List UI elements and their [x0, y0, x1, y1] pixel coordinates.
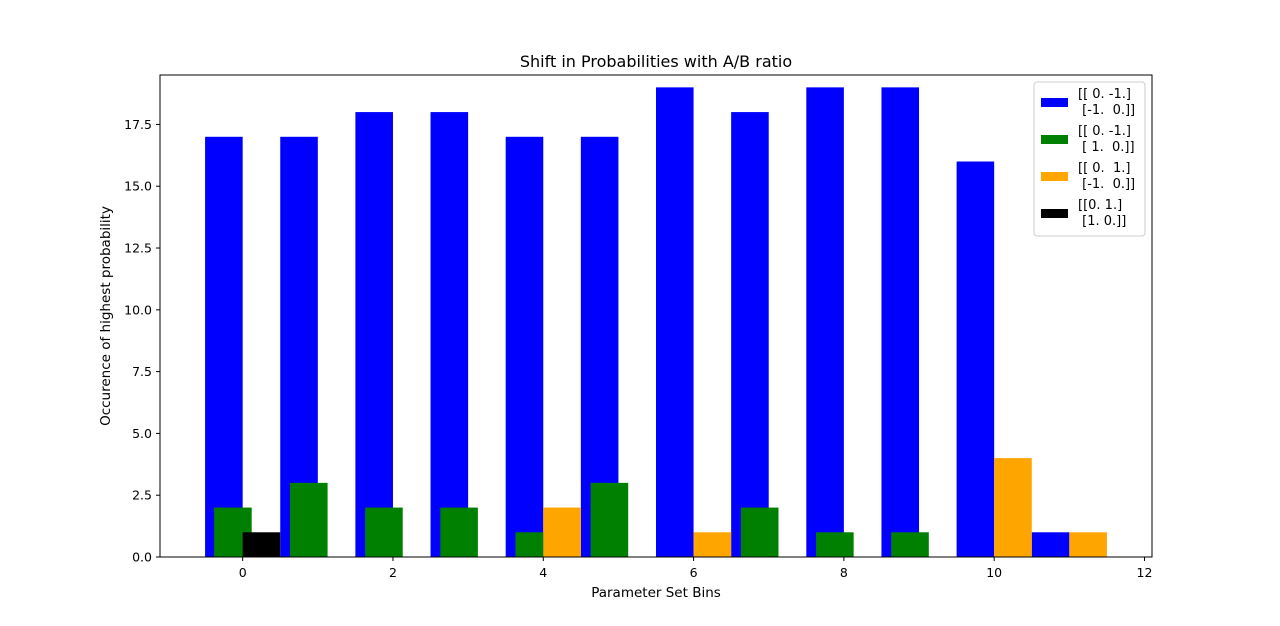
legend-label-1-1: [ 1. 0.]] [1078, 140, 1135, 155]
y-tick-label-3: 7.5 [132, 364, 152, 379]
legend-label-3-1: [1. 0.]] [1078, 214, 1126, 229]
plot-frame [159, 74, 1153, 558]
bar-series-1-7 [816, 532, 854, 557]
y-tick-label-4: 10.0 [124, 302, 152, 317]
bar-series-3-0 [242, 532, 281, 557]
legend-label-3-0: [[0. 1.] [1078, 198, 1122, 213]
y-tick-label-6: 15.0 [124, 179, 152, 194]
bar-series-2-2 [994, 458, 1032, 557]
y-axis-label: Occurence of highest probability [98, 206, 114, 426]
bar-series-0-0 [205, 136, 243, 558]
legend: [[ 0. -1.] [-1. 0.]][[ 0. -1.] [ 1. 0.]]… [1033, 81, 1146, 237]
bar-series-0-8 [806, 87, 844, 557]
bar-series-0-2 [355, 112, 393, 558]
chart-title: Shift in Probabilities with A/B ratio [520, 52, 792, 71]
x-tick-label-2: 4 [539, 565, 547, 580]
y-tick-label-2: 5.0 [132, 426, 152, 441]
bar-series-0-7 [731, 112, 769, 558]
bar-series-0-6 [656, 87, 694, 557]
legend-swatch-3 [1041, 209, 1068, 218]
legend-label-0-1: [-1. 0.]] [1078, 103, 1135, 118]
bar-series-1-2 [365, 507, 403, 557]
x-tick-label-5: 10 [986, 565, 1002, 580]
legend-swatch-0 [1041, 98, 1068, 107]
x-axis-label: Parameter Set Bins [591, 585, 721, 601]
bar-series-1-6 [740, 507, 779, 557]
legend-box [1033, 81, 1146, 237]
y-tick-label-7: 17.5 [124, 117, 152, 132]
legend-label-2-0: [[ 0. 1.] [1078, 161, 1130, 176]
bar-series-0-10 [956, 161, 995, 557]
bar-series-2-1 [693, 532, 732, 557]
x-axis: 0 2 4 6 8 10 12 [239, 557, 1153, 580]
bar-series-1-1 [290, 482, 328, 557]
x-tick-label-6: 12 [1137, 565, 1153, 580]
bars-layer [205, 87, 1107, 558]
y-tick-label-5: 12.5 [124, 241, 152, 256]
bar-series-2-0 [543, 507, 581, 557]
y-tick-label-1: 2.5 [132, 488, 152, 503]
bar-series-0-3 [430, 112, 469, 558]
y-tick-label-0: 0.0 [132, 550, 152, 565]
bar-series-2-3 [1069, 532, 1107, 557]
bar-series-0-9 [881, 87, 920, 557]
bar-series-0-11 [1031, 532, 1070, 557]
bar-series-0-4 [505, 136, 544, 558]
legend-label-2-1: [-1. 0.]] [1078, 177, 1135, 192]
legend-swatch-2 [1041, 172, 1068, 181]
y-axis: 0.0 2.5 5.0 7.5 10.0 12.5 15.0 17.5 [124, 117, 160, 565]
x-tick-label-3: 6 [690, 565, 698, 580]
x-tick-label-1: 2 [389, 565, 397, 580]
bar-series-1-3 [440, 507, 478, 557]
x-tick-label-4: 8 [840, 565, 848, 580]
bar-series-1-5 [590, 482, 629, 557]
bar-series-1-8 [891, 532, 929, 557]
legend-label-0-0: [[ 0. -1.] [1078, 87, 1131, 102]
legend-swatch-1 [1041, 135, 1068, 144]
x-tick-label-0: 0 [239, 565, 247, 580]
legend-label-1-0: [[ 0. -1.] [1078, 124, 1131, 139]
